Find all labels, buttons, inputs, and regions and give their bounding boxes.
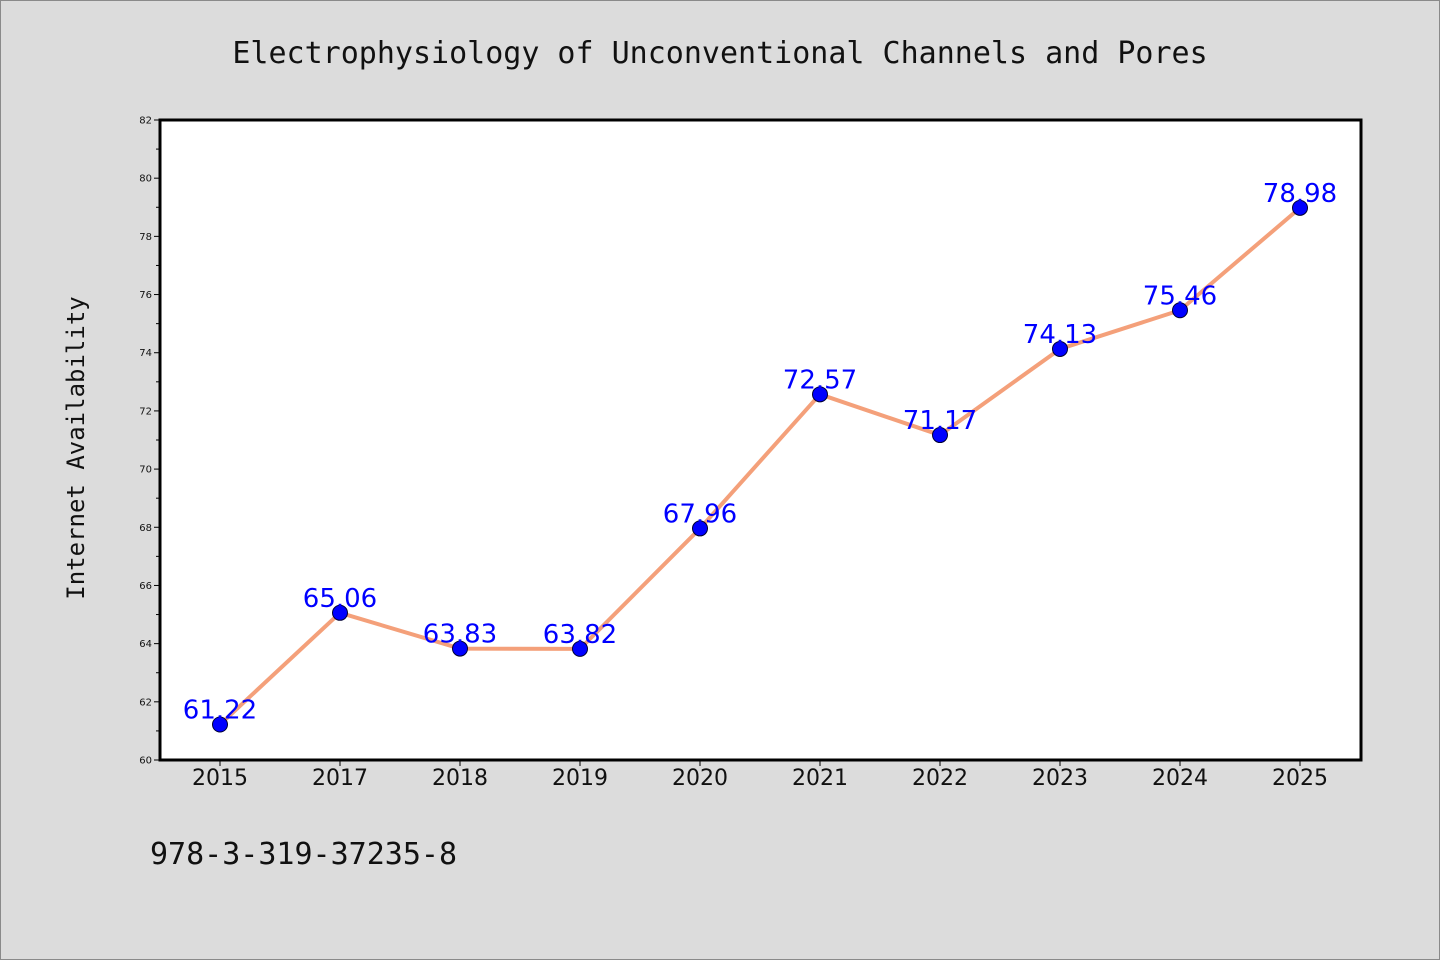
- axis-ticks: 60 62 64 66 68 70 72 74 76 78 80 82 2015 2017 2018 2019…: [139, 116, 1328, 792]
- data-label: 63.82: [543, 620, 617, 650]
- data-label: 74.13: [1023, 320, 1097, 350]
- data-point: [332, 604, 348, 621]
- data-point: [1172, 302, 1188, 319]
- y-tick-label: 68: [139, 523, 152, 534]
- data-point: [452, 640, 468, 657]
- y-tick-label: 66: [139, 581, 152, 592]
- data-label: 78.98: [1263, 179, 1337, 209]
- y-tick-label: 74: [139, 348, 152, 359]
- x-tick-label: 2022: [912, 766, 968, 791]
- data-point: [1292, 199, 1308, 216]
- y-tick-label: 76: [139, 290, 152, 301]
- y-tick-label: 80: [139, 174, 152, 185]
- x-tick-label: 2024: [1152, 766, 1208, 791]
- x-tick-label: 2025: [1272, 766, 1328, 791]
- x-tick-label: 2020: [672, 766, 728, 791]
- data-point: [812, 386, 828, 403]
- data-point: [212, 716, 228, 733]
- x-tick-label: 2019: [552, 766, 608, 791]
- y-tick-label: 72: [139, 406, 152, 417]
- y-tick-label: 70: [139, 465, 152, 476]
- series-layer: [212, 199, 1308, 733]
- data-label: 63.83: [423, 620, 497, 650]
- data-label: 67.96: [663, 499, 737, 529]
- data-point: [1052, 340, 1068, 357]
- data-label: 72.57: [783, 365, 857, 395]
- data-point: [572, 640, 588, 657]
- data-point: [692, 520, 708, 537]
- data-label: 65.06: [303, 584, 377, 614]
- y-tick-label: 64: [139, 639, 152, 650]
- data-point: [932, 427, 948, 444]
- data-labels: 61.22 65.06 63.83 63.82 67.96 72.57 71.17 74.13…: [183, 179, 1337, 726]
- data-label: 71.17: [903, 406, 977, 436]
- isbn-footer: 978-3-319-37235-8: [150, 837, 457, 872]
- data-label: 61.22: [183, 696, 257, 726]
- chart-title: Electrophysiology of Unconventional Chan…: [232, 36, 1207, 71]
- y-tick-label: 78: [139, 232, 152, 243]
- y-tick-label: 62: [139, 697, 152, 708]
- x-tick-label: 2023: [1032, 766, 1088, 791]
- x-tick-label: 2018: [432, 766, 488, 791]
- data-label: 75.46: [1143, 281, 1217, 311]
- series-line: [218, 205, 1302, 727]
- y-axis-label: Internet Availability: [62, 296, 90, 599]
- x-tick-label: 2017: [312, 766, 368, 791]
- y-tick-label: 60: [139, 756, 152, 767]
- plot-area: [158, 118, 1363, 762]
- y-tick-label: 82: [139, 116, 152, 127]
- x-tick-label: 2015: [192, 766, 248, 791]
- x-tick-label: 2021: [792, 766, 848, 791]
